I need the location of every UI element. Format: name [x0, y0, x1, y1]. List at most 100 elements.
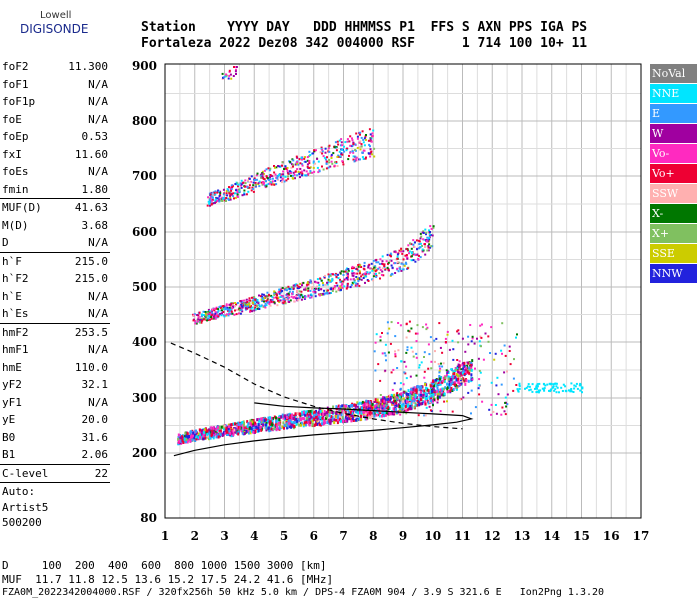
echo-dot [458, 360, 461, 363]
echo-dot [298, 412, 301, 416]
param-row: foF1p N/A [0, 93, 110, 111]
echo-dot [400, 269, 403, 272]
echo-dot [210, 316, 212, 318]
echo-dot [328, 150, 331, 153]
x-tick-label: 2 [191, 529, 199, 543]
echo-dot [339, 280, 342, 283]
echo-dot [420, 235, 423, 238]
echo-dot [247, 306, 250, 309]
echo-dot [426, 397, 429, 400]
echo-dot [425, 239, 427, 241]
echo-dot [432, 404, 434, 407]
echo-dot [321, 148, 324, 151]
echo-dot [343, 278, 346, 281]
echo-dot [264, 184, 266, 187]
echo-dot [428, 233, 431, 236]
param-value: N/A [88, 77, 108, 91]
echo-dot [296, 287, 299, 290]
echo-dot [386, 332, 389, 335]
echo-dot [229, 198, 232, 201]
echo-dot [389, 252, 392, 255]
echo-dot [276, 427, 279, 431]
echo-dot [235, 189, 237, 192]
echo-dot [382, 399, 385, 403]
echo-dot [549, 389, 552, 392]
echo-dot [541, 387, 544, 390]
echo-dot [388, 260, 391, 263]
echo-dot [225, 314, 228, 317]
echo-dot [406, 346, 409, 349]
echo-dot [442, 362, 445, 365]
echo-dot [226, 306, 229, 309]
echo-dot [215, 314, 218, 317]
echo-dot [346, 282, 349, 285]
echo-dot [229, 432, 232, 435]
echo-dot [300, 156, 303, 159]
echo-dot [335, 290, 338, 293]
echo-dot [455, 388, 458, 391]
echo-dot [318, 423, 321, 427]
echo-dot [446, 400, 448, 403]
echo-dot [279, 289, 282, 292]
echo-dot [283, 426, 285, 430]
echo-dot [564, 385, 567, 388]
echo-dot [283, 424, 286, 427]
echo-dot [320, 416, 322, 420]
echo-dot [340, 141, 343, 144]
echo-dot [283, 414, 286, 418]
logo-lowell-text: Lowell [40, 10, 72, 21]
echo-dot [332, 405, 335, 409]
echo-dot [333, 164, 336, 167]
echo-dot [360, 136, 363, 139]
echo-dot [268, 416, 271, 420]
echo-dot [228, 425, 230, 429]
echo-dot [461, 363, 464, 367]
echo-dot [301, 413, 304, 417]
echo-dot [369, 138, 372, 141]
echo-dot [269, 167, 272, 170]
echo-dot [289, 299, 292, 302]
echo-dot [274, 173, 277, 176]
param-value: N/A [88, 236, 108, 249]
echo-dot [296, 174, 299, 177]
echo-dot [349, 144, 352, 147]
echo-dot [386, 321, 389, 324]
echo-dot [244, 182, 247, 185]
echo-dot [447, 375, 450, 379]
echo-dot [448, 382, 451, 386]
echo-dot [286, 169, 289, 172]
echo-dot [353, 159, 356, 162]
echo-dot [405, 336, 408, 339]
echo-dot [260, 298, 263, 301]
echo-dot [388, 406, 391, 410]
echo-dot [457, 341, 460, 344]
echo-dot [455, 384, 458, 388]
echo-dot [450, 368, 453, 371]
echo-dot [438, 375, 441, 378]
echo-dot [258, 294, 260, 297]
echo-dot [416, 385, 419, 388]
echo-dot [197, 432, 200, 436]
legend-item-w: W [650, 124, 697, 143]
echo-dot [232, 422, 235, 426]
echo-dot [240, 184, 242, 187]
echo-dot [299, 423, 302, 427]
echo-dot [508, 345, 511, 348]
echo-dot [503, 410, 506, 413]
echo-dot [462, 367, 464, 371]
param-row: hmE 110.0 [0, 359, 110, 377]
echo-dot [287, 297, 290, 300]
echo-dot [199, 434, 202, 438]
echo-dot [278, 174, 281, 177]
echo-dot [292, 171, 295, 174]
echo-dot [426, 326, 429, 329]
echo-dot [335, 161, 338, 163]
x-tick-label: 4 [250, 529, 258, 543]
echo-dot [223, 76, 226, 79]
echo-dot [226, 194, 229, 197]
echo-dot [567, 389, 570, 392]
echo-dot [237, 422, 240, 426]
echo-dot [230, 434, 233, 438]
echo-dot [400, 360, 403, 363]
echo-dot [579, 383, 582, 386]
